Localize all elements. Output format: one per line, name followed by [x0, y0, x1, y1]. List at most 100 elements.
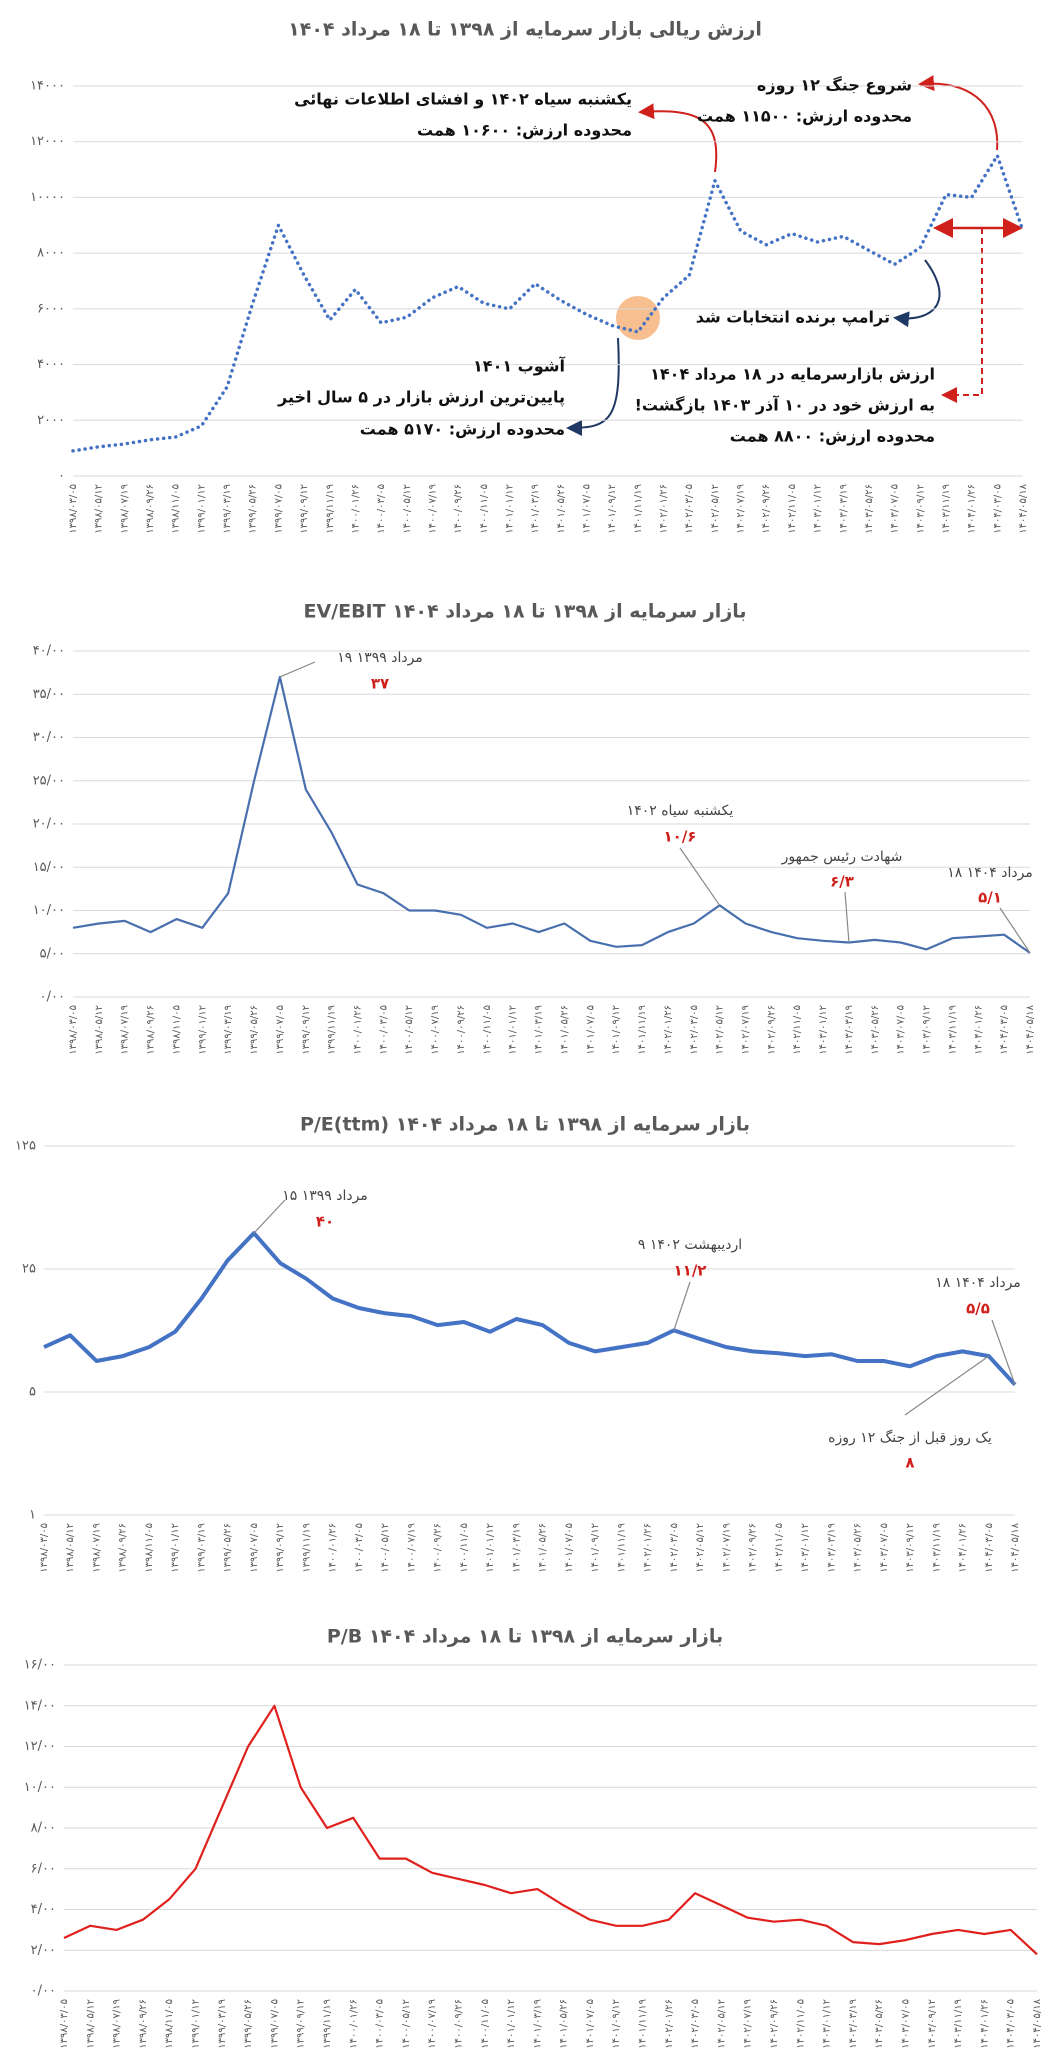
- leader-line: [673, 1281, 691, 1331]
- annotation-value: ۱۰/۶: [664, 828, 697, 846]
- x-tick-label: ۱۳۹۹/۰۵/۲۶: [248, 484, 259, 534]
- x-tick-label: ۱۴۰۲/۰۱/۲۶: [664, 1999, 675, 2049]
- y-tick-label: ۴۰/۰۰: [33, 644, 65, 659]
- data-line: [43, 1231, 1017, 1387]
- arrow: [918, 75, 999, 151]
- x-tick-label: ۱۳۹۹/۰۷/۰۵: [269, 1999, 280, 2049]
- x-tick-label: ۱۴۰۱/۰۵/۲۶: [556, 484, 567, 534]
- y-tick-label: ۱۶/۰۰: [24, 1658, 56, 1673]
- x-tick-label: ۱۴۰۳/۰۳/۱۹: [848, 1999, 859, 2049]
- x-tick-label: ۱۴۰۲/۰۹/۲۶: [769, 1999, 780, 2049]
- annotation: ترامپ برنده انتخابات شد: [696, 308, 890, 328]
- x-tick-label: ۱۴۰۲/۰۳/۰۵: [684, 484, 695, 534]
- x-tick-label: ۱۳۹۹/۰۵/۲۶: [243, 1999, 254, 2049]
- x-tick-label: ۱۴۰۳/۰۱/۱۲: [813, 484, 824, 534]
- x-tick-label: ۱۴۰۲/۰۵/۱۲: [695, 1523, 706, 1573]
- y-tick-label: ۱۵/۰۰: [33, 860, 65, 875]
- x-tick-label: ۱۴۰۳/۱۱/۱۹: [947, 1005, 958, 1055]
- x-tick-label: ۱۴۰۲/۰۹/۲۶: [761, 484, 772, 534]
- x-tick-label: ۱۴۰۱/۰۵/۲۶: [559, 1005, 570, 1055]
- y-tick-label: ۱۰/۰۰: [24, 1780, 56, 1795]
- y-tick-label: ۱۰۰۰۰: [30, 190, 65, 205]
- x-tick-label: ۱۴۰۱/۰۵/۲۶: [538, 1523, 549, 1573]
- leader-line: [279, 661, 316, 678]
- x-tick-label: ۱۴۰۴/۰۳/۰۵: [999, 1005, 1010, 1055]
- x-tick-label: ۱۳۹۸/۰۷/۱۹: [112, 1999, 123, 2049]
- x-tick-label: ۱۳۹۸/۱۱/۰۵: [171, 1005, 182, 1055]
- y-tick-label: ۴/۰۰: [31, 1902, 56, 1917]
- x-tick-label: ۱۴۰۰/۰۱/۲۶: [348, 1999, 359, 2049]
- x-tick-label: ۱۴۰۲/۰۵/۱۲: [716, 1999, 727, 2049]
- x-tick-label: ۱۴۰۴/۰۵/۱۸: [1032, 1998, 1043, 2048]
- x-tick-label: ۱۴۰۱/۰۱/۱۲: [508, 1005, 519, 1055]
- annotation-value: ۱۱/۲: [674, 1262, 707, 1280]
- x-tick-label: ۱۴۰۳/۱۱/۱۹: [953, 1999, 964, 2049]
- x-tick-label: ۱۴۰۰/۰۱/۲۶: [350, 484, 361, 534]
- x-tick-label: ۱۴۰۲/۱۱/۰۵: [774, 1523, 785, 1573]
- annotation: یک روز قبل از جنگ ۱۲ روزه: [828, 1429, 992, 1446]
- x-tick-label: ۱۴۰۰/۰۵/۱۲: [404, 1005, 415, 1055]
- x-tick-label: ۱۳۹۸/۰۳/۰۵: [68, 484, 79, 534]
- x-tick-label: ۱۴۰۳/۰۵/۲۶: [864, 484, 875, 534]
- x-tick-label: ۱۳۹۹/۱۱/۱۹: [327, 1005, 338, 1055]
- x-tick-label: ۱۴۰۲/۰۳/۰۵: [669, 1523, 680, 1573]
- x-tick-label: ۱۴۰۲/۰۷/۱۹: [736, 484, 747, 534]
- y-tick-label: ۲۵: [22, 1262, 36, 1277]
- y-tick-label: ۱: [29, 1508, 36, 1523]
- x-tick-label: ۱۳۹۸/۰۹/۲۶: [146, 1005, 157, 1055]
- annotation: ۱۸ مرداد ۱۴۰۴: [935, 1275, 1021, 1291]
- annotation-value: ۳۷: [371, 675, 389, 693]
- x-tick-label: ۱۳۹۹/۰۹/۱۲: [299, 484, 310, 534]
- x-tick-label: ۱۳۹۸/۰۷/۱۹: [119, 484, 130, 534]
- x-tick-label: ۱۴۰۰/۰۳/۰۵: [376, 484, 387, 534]
- x-tick-label: ۱۳۹۸/۱۱/۰۵: [171, 484, 182, 534]
- y-tick-label: ۱۲۵: [15, 1139, 36, 1154]
- x-tick-label: ۱۴۰۱/۰۳/۱۹: [532, 1999, 543, 2049]
- chart-title: P/B بازار سرمایه از ۱۳۹۸ تا ۱۸ مرداد ۱۴۰…: [327, 1626, 723, 1648]
- x-tick-label: ۱۴۰۱/۰۷/۰۵: [585, 1005, 596, 1055]
- x-tick-label: ۱۴۰۳/۰۱/۱۲: [818, 1005, 829, 1055]
- x-tick-label: ۱۴۰۰/۰۱/۲۶: [328, 1523, 339, 1573]
- y-tick-label: ۱۰/۰۰: [33, 903, 65, 918]
- annotation-value: ۴۰: [316, 1213, 334, 1231]
- x-tick-label: ۱۴۰۲/۱۱/۰۵: [795, 1999, 806, 2049]
- x-tick-label: ۱۴۰۱/۰۷/۰۵: [564, 1523, 575, 1573]
- x-tick-label: ۱۴۰۲/۰۹/۲۶: [748, 1523, 759, 1573]
- x-tick-label: ۱۴۰۱/۱۱/۱۹: [633, 484, 644, 534]
- highlight-circle: [616, 296, 660, 340]
- x-tick-label: ۱۳۹۸/۰۵/۱۲: [94, 1005, 105, 1055]
- annotation-value: ۵/۱: [978, 889, 1002, 907]
- arrow: [893, 259, 941, 328]
- leader-line: [253, 1199, 286, 1234]
- x-tick-label: ۱۴۰۲/۱۱/۰۵: [792, 1005, 803, 1055]
- annotation: ۹ اردیبهشت ۱۴۰۲: [638, 1237, 742, 1253]
- x-tick-label: ۱۴۰۰/۱۱/۰۵: [479, 484, 490, 534]
- x-tick-label: ۱۴۰۱/۰۷/۰۵: [585, 1999, 596, 2049]
- x-tick-label: ۱۴۰۱/۰۷/۰۵: [582, 484, 593, 534]
- x-tick-label: ۱۴۰۲/۰۷/۱۹: [743, 1999, 754, 2049]
- leader-line: [904, 1355, 990, 1416]
- x-tick-label: ۱۴۰۰/۰۷/۱۹: [427, 1999, 438, 2049]
- x-tick-label: ۱۳۹۸/۰۹/۲۶: [118, 1523, 129, 1573]
- arrow: [566, 337, 620, 436]
- x-tick-label: ۱۴۰۳/۰۳/۱۹: [838, 484, 849, 534]
- x-tick-label: ۱۴۰۳/۰۳/۱۹: [844, 1005, 855, 1055]
- x-tick-label: ۱۳۹۸/۰۳/۰۵: [59, 1999, 70, 2049]
- x-tick-label: ۱۴۰۱/۰۹/۱۲: [607, 484, 618, 534]
- x-tick-label: ۱۴۰۳/۰۹/۱۲: [915, 484, 926, 534]
- x-tick-label: ۱۴۰۳/۰۵/۲۶: [853, 1523, 864, 1573]
- x-tick-label: ۱۴۰۴/۰۱/۲۶: [967, 484, 978, 534]
- x-tick-label: ۱۴۰۱/۱۱/۱۹: [637, 1005, 648, 1055]
- arrow: [638, 103, 718, 173]
- leader-line: [679, 847, 721, 906]
- y-tick-label: ۳۵/۰۰: [33, 687, 65, 702]
- x-tick-label: ۱۴۰۲/۰۳/۰۵: [689, 1005, 700, 1055]
- x-tick-label: ۱۳۹۹/۰۱/۱۲: [197, 1005, 208, 1055]
- x-tick-label: ۱۴۰۲/۱۱/۰۵: [787, 484, 798, 534]
- y-tick-label: ۴۰۰۰: [37, 357, 65, 372]
- x-tick-label: ۱۳۹۹/۰۱/۱۲: [190, 1999, 201, 2049]
- x-tick-label: ۱۳۹۹/۰۳/۱۹: [196, 1523, 207, 1573]
- x-tick-label: ۱۴۰۰/۰۳/۰۵: [375, 1999, 386, 2049]
- x-tick-label: ۱۳۹۸/۰۷/۱۹: [120, 1005, 131, 1055]
- x-tick-label: ۱۴۰۱/۱۱/۱۹: [616, 1523, 627, 1573]
